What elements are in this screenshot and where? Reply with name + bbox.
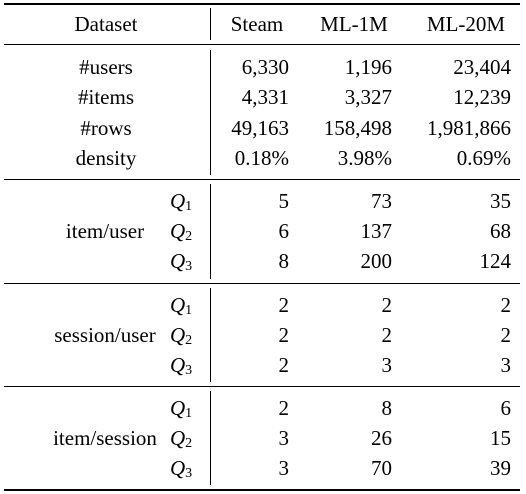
stat-label: #users [79,55,133,79]
stat-label: density [75,146,137,170]
value-ml20m: 2 [500,323,512,347]
header-vrule [210,8,211,40]
quartile-symbol: Q [170,293,186,317]
value-steam: 2 [278,293,290,317]
quartile-index: 3 [185,363,193,378]
stat-steam: 4,331 [241,85,289,109]
stat-steam: 49,163 [231,116,289,140]
quartile-label: Q3 [170,353,192,381]
header-steam: Steam [230,12,284,36]
quartile-label: Q2 [170,219,192,247]
header-ml20m: ML-20M [426,12,506,36]
value-ml1m: 70 [371,456,392,480]
bottom-rule [4,489,520,491]
quartile-symbol: Q [170,249,186,273]
value-ml20m: 2 [500,293,512,317]
quartile-index: 3 [185,466,193,481]
quartile-symbol: Q [170,323,186,347]
value-ml1m: 137 [360,219,393,243]
stat-ml20m: 23,404 [453,55,511,79]
value-steam: 3 [278,456,290,480]
value-ml20m: 3 [500,353,512,377]
quartile-label: Q3 [170,249,192,277]
value-steam: 3 [278,426,290,450]
quartile-label: Q1 [170,396,192,424]
quartile-symbol: Q [170,353,186,377]
value-steam: 5 [278,189,290,213]
quartile-label: Q1 [170,189,192,217]
header-dataset: Dataset [74,12,138,36]
value-ml20m: 35 [490,189,511,213]
value-steam: 2 [278,353,290,377]
section-rule-2 [4,283,520,284]
quartile-index: 1 [185,199,193,214]
value-ml1m: 200 [360,249,393,273]
value-ml20m: 6 [500,396,512,420]
value-ml20m: 68 [490,219,511,243]
section-rule-1 [4,179,520,180]
quartile-index: 2 [185,229,193,244]
stats-vrule [210,50,211,175]
value-ml1m: 2 [381,293,393,317]
value-ml1m: 26 [371,426,392,450]
quartile-index: 1 [185,406,193,421]
stat-label: #rows [80,116,132,140]
quartile-index: 3 [185,259,193,274]
quartile-label: Q2 [170,426,192,454]
top-rule [4,3,520,5]
stat-label: #items [78,85,134,109]
value-ml20m: 124 [479,249,512,273]
stat-ml20m: 1,981,866 [427,116,511,140]
group-label: item/user [65,219,145,243]
quartile-label: Q2 [170,323,192,351]
stat-steam: 6,330 [241,55,289,79]
stat-ml1m: 3.98% [337,146,392,170]
quartile-index: 2 [185,436,193,451]
quartile-symbol: Q [170,456,186,480]
value-ml20m: 15 [490,426,511,450]
value-steam: 8 [278,249,290,273]
section-rule-3 [4,386,520,387]
value-steam: 6 [278,219,290,243]
value-ml1m: 2 [381,323,393,347]
quartile-label: Q3 [170,456,192,484]
quartile-label: Q1 [170,293,192,321]
header-ml1m: ML-1M [320,12,388,36]
quartile-index: 1 [185,303,193,318]
stat-ml20m: 12,239 [453,85,511,109]
value-ml20m: 39 [490,456,511,480]
value-steam: 2 [278,396,290,420]
value-ml1m: 73 [371,189,392,213]
stat-ml1m: 158,498 [323,116,392,140]
group-label: item/session [53,426,157,450]
stat-ml1m: 3,327 [344,85,392,109]
quartile-symbol: Q [170,396,186,420]
group1-vrule [210,184,211,279]
group2-vrule [210,288,211,382]
quartile-index: 2 [185,333,193,348]
group3-vrule [210,391,211,485]
stat-ml20m: 0.69% [456,146,511,170]
value-ml1m: 8 [381,396,393,420]
stat-ml1m: 1,196 [344,55,392,79]
quartile-symbol: Q [170,189,186,213]
group-label: session/user [54,323,156,347]
quartile-symbol: Q [170,426,186,450]
quartile-symbol: Q [170,219,186,243]
stat-steam: 0.18% [234,146,289,170]
value-steam: 2 [278,323,290,347]
header-rule [4,44,520,45]
value-ml1m: 3 [381,353,393,377]
